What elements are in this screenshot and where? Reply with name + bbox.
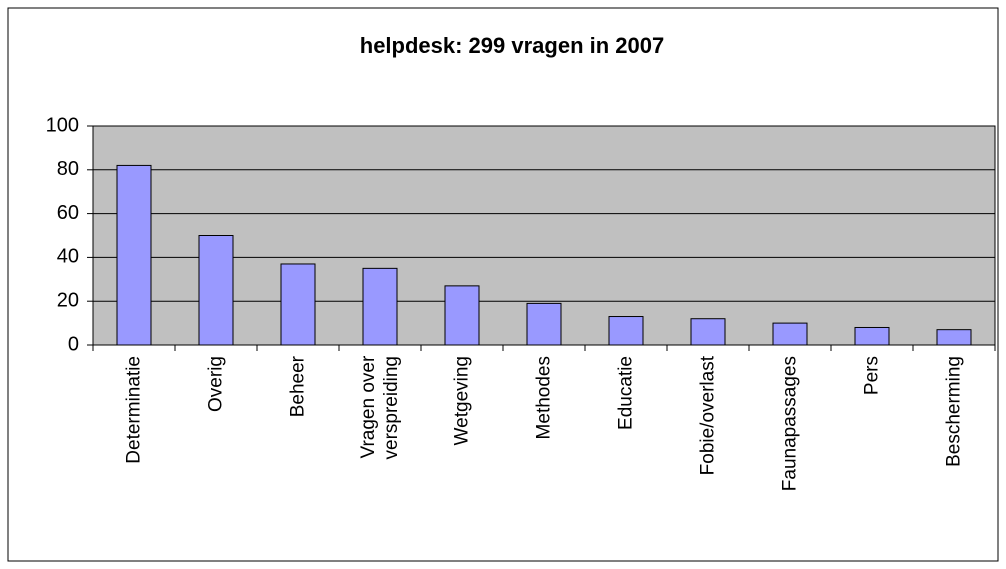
- x-tick-label: Fobie/overlast: [697, 356, 719, 476]
- y-tick-label: 80: [57, 158, 79, 180]
- y-tick-label: 40: [57, 246, 79, 268]
- x-tick-label: Determinatie: [123, 356, 145, 464]
- bar: [198, 235, 234, 346]
- y-tick-label: 20: [57, 289, 79, 311]
- bar: [854, 326, 890, 346]
- bar: [444, 285, 480, 346]
- bar: [772, 322, 808, 346]
- x-tick-label: Beheer: [287, 356, 309, 418]
- x-tick-label: Pers: [861, 356, 883, 396]
- x-tick-label: Faunapassages: [779, 356, 801, 492]
- bar: [116, 164, 152, 346]
- bar: [280, 263, 316, 346]
- x-tick-label: Wetgeving: [451, 356, 473, 446]
- bar: [936, 329, 972, 346]
- bar: [362, 267, 398, 346]
- y-tick-label: 60: [57, 202, 79, 224]
- bar: [608, 316, 644, 346]
- chart-title: helpdesk: 299 vragen in 2007: [360, 33, 665, 58]
- x-tick-label: Methodes: [533, 356, 555, 440]
- x-tick-label: Overig: [205, 356, 227, 412]
- x-tick-label: Bescherming: [943, 356, 965, 467]
- bar: [526, 302, 562, 346]
- x-tick-label: Vragen over verspreiding: [358, 356, 402, 460]
- x-tick-label: Educatie: [615, 356, 637, 430]
- bar: [690, 318, 726, 346]
- y-tick-label: 100: [46, 114, 79, 136]
- y-tick-label: 0: [68, 333, 79, 355]
